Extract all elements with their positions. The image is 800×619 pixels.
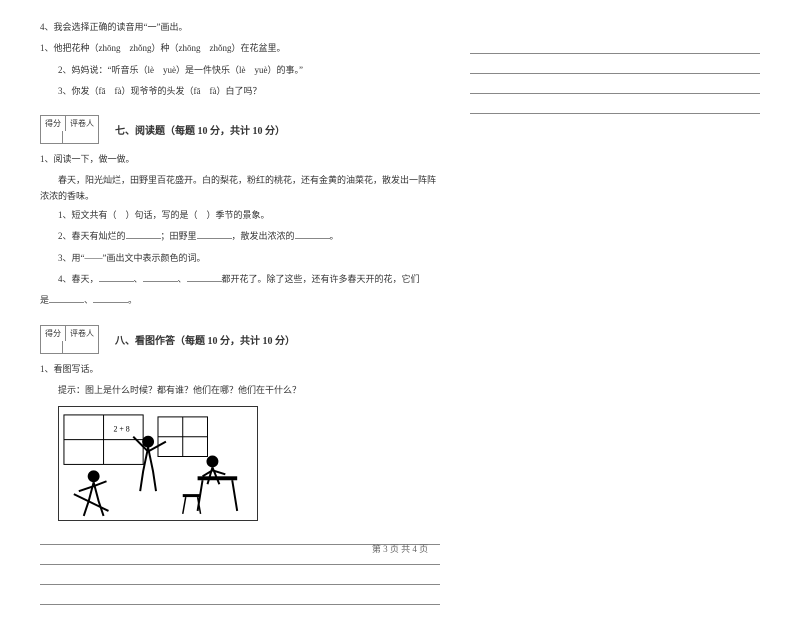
s7-sub4-cont: 是 、 。 [40,293,440,308]
s8-hint: 提示：图上是什么时候？都有谁？他们在哪？他们在干什么？ [40,383,440,398]
s7-sub2-d: 。 [330,231,339,241]
s7-sub4-e: 是 [40,295,49,305]
s7-sub4-f: 、 [84,295,93,305]
section-8-header: 得分 评卷人 八、看图作答（每题 10 分，共计 10 分） [40,325,440,354]
q4-title: 4、我会选择正确的读音用“一”画出。 [40,20,440,35]
section-7-header: 得分 评卷人 七、阅读题（每题 10 分，共计 10 分） [40,115,440,144]
blank [143,272,178,282]
answer-line [470,40,760,54]
question-4: 4、我会选择正确的读音用“一”画出。 1、他把花种（zhōng zhǒng）种（… [40,20,440,99]
s7-q1-intro: 1、阅读一下，做一做。 [40,152,440,167]
score-blank [41,341,63,353]
right-column [470,20,760,619]
s8-q1-intro: 1、看图写话。 [40,362,440,377]
grader-blank [63,131,85,143]
answer-line [40,571,440,585]
section-7-title: 七、阅读题（每题 10 分，共计 10 分） [115,122,285,137]
grader-label: 评卷人 [66,116,98,131]
s7-sub3: 3、用“——”画出文中表示颜色的词。 [40,251,440,266]
s7-sub2-c: ，散发出浓浓的 [232,231,295,241]
blank [99,272,134,282]
classroom-illustration: 2 + 8 [58,406,258,521]
s7-sub2-b: ；田野里 [161,231,197,241]
s7-sub2-a: 2、春天有灿烂的 [58,231,126,241]
blank [126,229,161,239]
answer-line [40,591,440,605]
s7-sub4-a: 4、春天， [58,274,99,284]
score-label: 得分 [41,116,66,131]
blank [187,272,222,282]
blank [49,293,84,303]
s7-sub2: 2、春天有灿烂的 ；田野里 ，散发出浓浓的 。 [40,229,440,244]
page-footer: 第 3 页 共 4 页 [0,542,800,555]
score-blank [41,131,63,143]
s7-sub4-c: 、 [178,274,187,284]
s7-sub4: 4、春天， 、 、 都开花了。除了这些，还有许多春天开的花，它们 [40,272,440,287]
s7-passage: 春天，阳光灿烂，田野里百花盛开。白的梨花，粉红的桃花，还有金黄的油菜花，散发出一… [40,173,440,204]
answer-line [470,100,760,114]
page-container: 4、我会选择正确的读音用“一”画出。 1、他把花种（zhōng zhǒng）种（… [40,20,760,619]
answer-line [470,80,760,94]
blank [295,229,330,239]
s7-sub4-d: 都开花了。除了这些，还有许多春天开的花，它们 [222,274,420,284]
s7-sub1: 1、短文共有（ ）句话，写的是（ ）季节的景象。 [40,208,440,223]
classroom-svg: 2 + 8 [59,407,257,521]
blank [197,229,232,239]
q4-line2: 2、妈妈说：“听音乐（lè yuè）是一件快乐（lè yuè）的事。” [40,63,440,78]
q4-line3: 3、你发（fā fà）现爷爷的头发（fā fà）白了吗？ [40,84,440,99]
right-answer-lines [470,40,760,114]
q4-line1: 1、他把花种（zhōng zhǒng）种（zhōng zhǒng）在花盆里。 [40,41,440,56]
s7-sub4-g: 。 [128,295,137,305]
answer-line [470,60,760,74]
section-8-title: 八、看图作答（每题 10 分，共计 10 分） [115,332,295,347]
section-8-content: 1、看图写话。 提示：图上是什么时候？都有谁？他们在哪？他们在干什么？ 2 + … [40,362,440,606]
grader-blank [63,341,85,353]
left-column: 4、我会选择正确的读音用“一”画出。 1、他把花种（zhōng zhǒng）种（… [40,20,440,619]
blank [93,293,128,303]
s7-sub4-b: 、 [134,274,143,284]
grader-label: 评卷人 [66,326,98,341]
svg-text:2 + 8: 2 + 8 [113,425,129,434]
score-box-7: 得分 评卷人 [40,115,99,144]
section-7-content: 1、阅读一下，做一做。 春天，阳光灿烂，田野里百花盛开。白的梨花，粉红的桃花，还… [40,152,440,308]
score-box-8: 得分 评卷人 [40,325,99,354]
score-label: 得分 [41,326,66,341]
